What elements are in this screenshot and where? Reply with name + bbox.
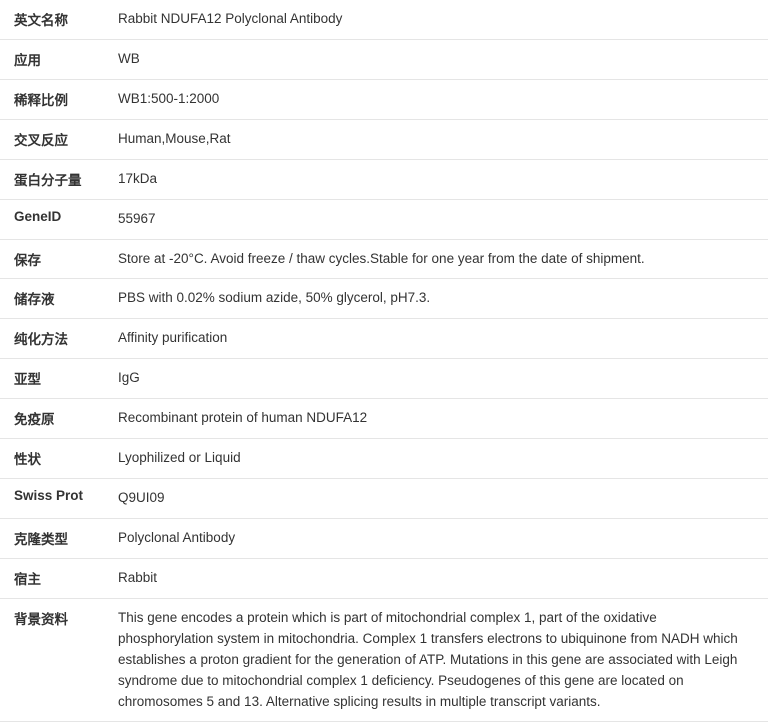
row-label: 保存	[0, 239, 118, 279]
table-row: GeneID 55967	[0, 199, 768, 239]
table-row: 亚型 IgG	[0, 359, 768, 399]
row-value: WB	[118, 39, 768, 79]
table-row: Swiss Prot Q9UI09	[0, 479, 768, 519]
table-row: 纯化方法 Affinity purification	[0, 319, 768, 359]
table-row: 蛋白分子量 17kDa	[0, 159, 768, 199]
row-label: 储存液	[0, 279, 118, 319]
row-label: 交叉反应	[0, 119, 118, 159]
table-row: 宿主 Rabbit	[0, 558, 768, 598]
row-label: 蛋白分子量	[0, 159, 118, 199]
row-value: Rabbit	[118, 558, 768, 598]
spec-table-body: 英文名称 Rabbit NDUFA12 Polyclonal Antibody …	[0, 0, 768, 722]
row-label: 免疫原	[0, 399, 118, 439]
table-row: 背景资料 This gene encodes a protein which i…	[0, 598, 768, 722]
table-row: 交叉反应 Human,Mouse,Rat	[0, 119, 768, 159]
row-label: 英文名称	[0, 0, 118, 39]
row-value: Q9UI09	[118, 479, 768, 519]
row-value: WB1:500-1:2000	[118, 79, 768, 119]
row-label: 亚型	[0, 359, 118, 399]
row-label: 应用	[0, 39, 118, 79]
row-value: Affinity purification	[118, 319, 768, 359]
row-value: Recombinant protein of human NDUFA12	[118, 399, 768, 439]
row-value: IgG	[118, 359, 768, 399]
table-row: 保存 Store at -20°C. Avoid freeze / thaw c…	[0, 239, 768, 279]
row-value: Lyophilized or Liquid	[118, 439, 768, 479]
row-label: 宿主	[0, 558, 118, 598]
row-label: 纯化方法	[0, 319, 118, 359]
table-row: 储存液 PBS with 0.02% sodium azide, 50% gly…	[0, 279, 768, 319]
table-row: 克隆类型 Polyclonal Antibody	[0, 518, 768, 558]
spec-table: 英文名称 Rabbit NDUFA12 Polyclonal Antibody …	[0, 0, 768, 722]
table-row: 英文名称 Rabbit NDUFA12 Polyclonal Antibody	[0, 0, 768, 39]
row-value: Rabbit NDUFA12 Polyclonal Antibody	[118, 0, 768, 39]
row-label: GeneID	[0, 199, 118, 239]
row-value: 17kDa	[118, 159, 768, 199]
table-row: 免疫原 Recombinant protein of human NDUFA12	[0, 399, 768, 439]
row-label: 克隆类型	[0, 518, 118, 558]
row-value: Store at -20°C. Avoid freeze / thaw cycl…	[118, 239, 768, 279]
row-label: 性状	[0, 439, 118, 479]
row-label: Swiss Prot	[0, 479, 118, 519]
row-value: 55967	[118, 199, 768, 239]
row-value: Polyclonal Antibody	[118, 518, 768, 558]
table-row: 性状 Lyophilized or Liquid	[0, 439, 768, 479]
row-value: This gene encodes a protein which is par…	[118, 598, 768, 722]
row-label: 稀释比例	[0, 79, 118, 119]
table-row: 稀释比例 WB1:500-1:2000	[0, 79, 768, 119]
row-value: Human,Mouse,Rat	[118, 119, 768, 159]
row-value: PBS with 0.02% sodium azide, 50% glycero…	[118, 279, 768, 319]
row-label: 背景资料	[0, 598, 118, 722]
table-row: 应用 WB	[0, 39, 768, 79]
